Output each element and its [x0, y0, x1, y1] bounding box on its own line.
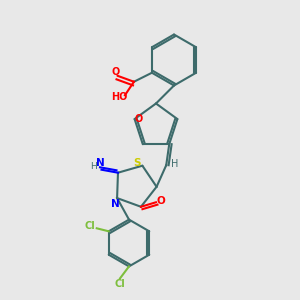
Text: N: N: [96, 158, 104, 168]
Text: S: S: [133, 158, 141, 168]
Text: O: O: [156, 196, 165, 206]
Text: O: O: [135, 114, 143, 124]
Text: Cl: Cl: [85, 221, 95, 231]
Text: N: N: [111, 199, 120, 209]
Text: Cl: Cl: [114, 279, 125, 290]
Text: O: O: [112, 67, 120, 77]
Text: H: H: [171, 159, 178, 169]
Text: HO: HO: [111, 92, 128, 102]
Text: H: H: [90, 162, 97, 171]
